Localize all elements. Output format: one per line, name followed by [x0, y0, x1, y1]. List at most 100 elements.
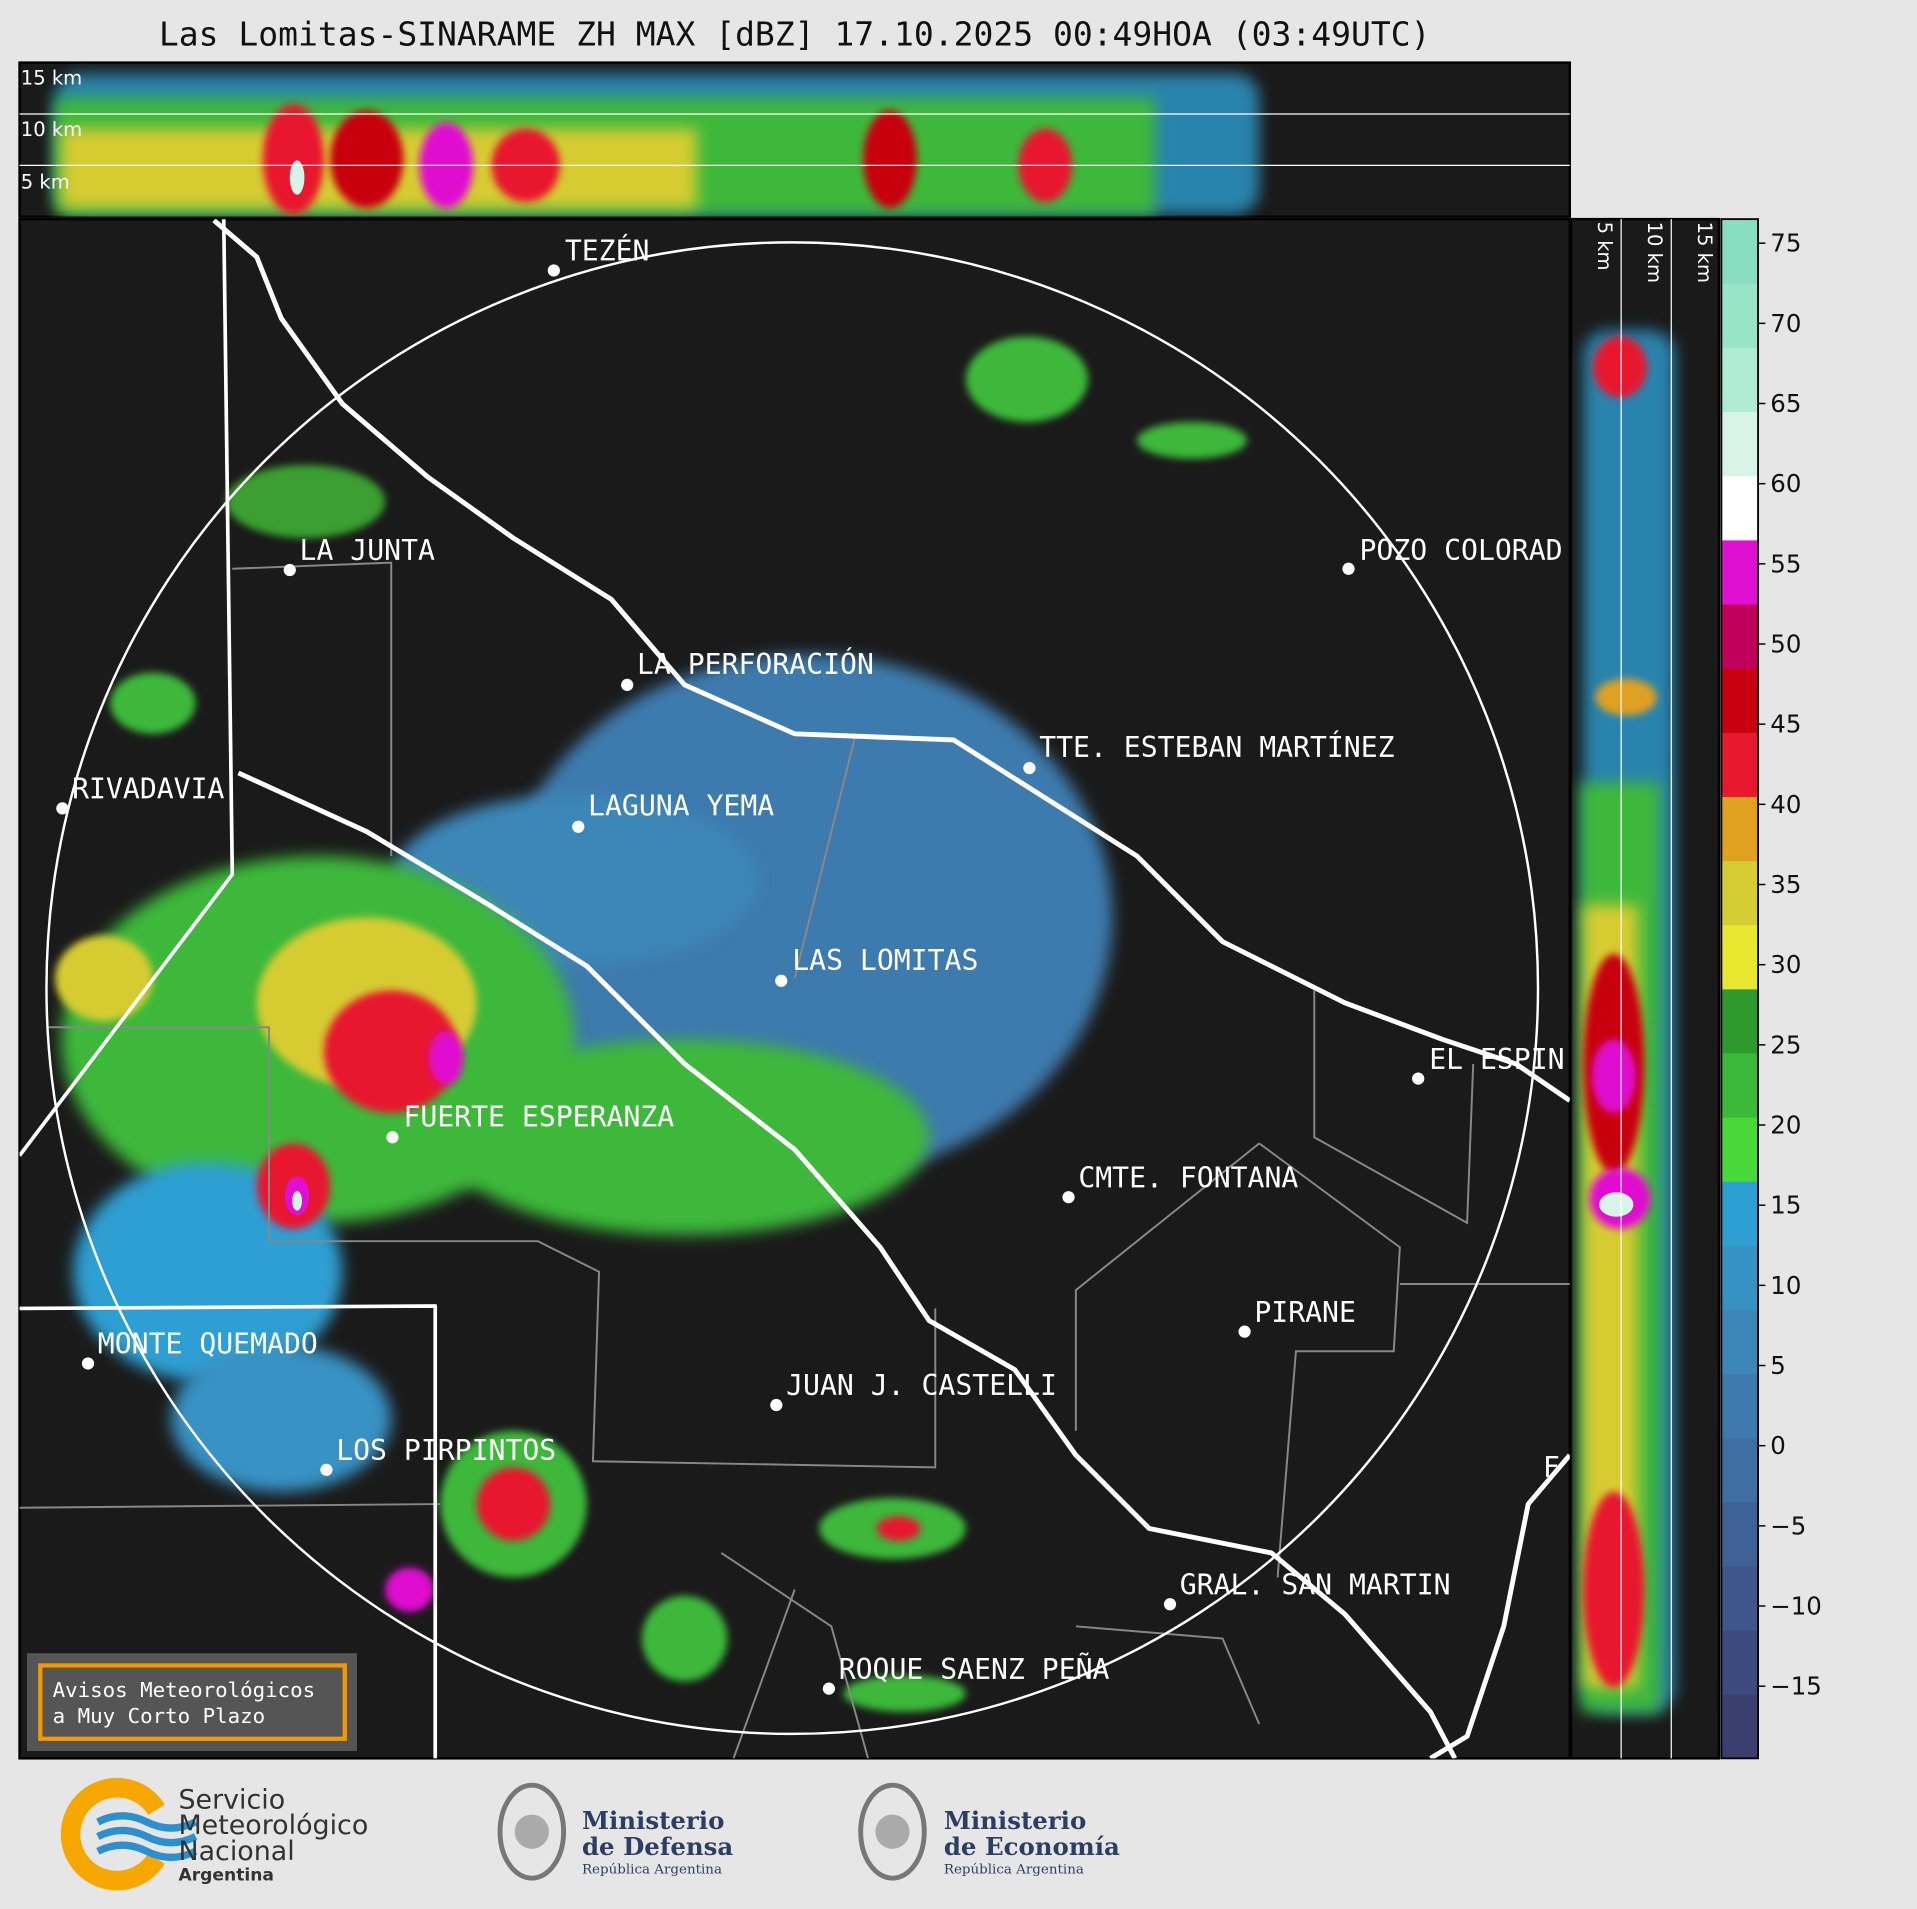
colorbar: −15 −10 −5 0 5 10 15 20 25 30 35 40 45 50 55 60 65 70 75: [1720, 218, 1822, 1760]
river: [237, 770, 1458, 1759]
echo: [843, 1675, 966, 1712]
logo-text: Servicio: [178, 1784, 285, 1815]
colorbar-band: [1721, 1437, 1759, 1503]
boundary: [793, 733, 857, 979]
crest: [875, 1814, 910, 1849]
crest: [858, 1782, 927, 1881]
borders: [19, 219, 1570, 1759]
colorbar-tick-label: 10: [1770, 1271, 1801, 1300]
colorbar-band: [1721, 1501, 1759, 1567]
logo-text: República Argentina: [944, 1862, 1084, 1877]
colorbar-band: [1721, 1245, 1759, 1311]
notice-box: [26, 1653, 357, 1752]
place-labels: TEZÉN LA JUNTA POZO COLORAD LA PERFORACIÓN T…: [56, 234, 1565, 1695]
title: Las Lomitas-SINARAME ZH MAX [dBZ] 17.10.…: [159, 15, 1431, 54]
logo-text: Argentina: [178, 1866, 273, 1886]
colorbar-band: [1721, 411, 1759, 477]
logo-text: Ministerio: [582, 1806, 724, 1835]
place-label: LA PERFORACIÓN: [637, 647, 874, 681]
logo-text: República Argentina: [582, 1862, 722, 1877]
echo: [1591, 1039, 1636, 1113]
colorbar-band: [1721, 1565, 1759, 1631]
place-marker: [572, 820, 585, 833]
colorbar-tick-label: 40: [1770, 790, 1801, 819]
colorbar-band: [1721, 732, 1759, 797]
logo-text: de Economía: [944, 1832, 1120, 1861]
department-lines: [19, 561, 1570, 1759]
crest: [514, 1814, 549, 1849]
place-marker: [1062, 1191, 1075, 1204]
place-marker: [621, 678, 634, 692]
place-marker: [770, 1398, 783, 1412]
colorbar-band: [1721, 347, 1759, 413]
place-label: GRAL. SAN MARTIN: [1180, 1569, 1451, 1602]
top-echoes: [55, 73, 1260, 215]
logo-text: Nacional: [178, 1836, 294, 1867]
colorbar-band: [1721, 988, 1759, 1054]
place-label: TEZÉN: [565, 234, 650, 268]
colorbar-band: [1721, 1309, 1759, 1375]
colorbar-tick-label: 75: [1770, 229, 1801, 258]
echo: [1595, 678, 1657, 716]
colorbar-band: [1721, 668, 1759, 733]
colorbar-band: [1721, 796, 1759, 862]
colorbar-frame: [1720, 218, 1759, 1760]
place-label: POZO COLORAD: [1360, 534, 1563, 567]
echo: [1583, 1491, 1645, 1688]
boundary: [1313, 990, 1475, 1225]
colorbar-tick-label: 15: [1770, 1191, 1801, 1220]
colorbar-band: [1721, 539, 1759, 605]
notice-text: a Muy Corto Plazo: [53, 1704, 266, 1728]
colorbar-tick-label: 0: [1770, 1431, 1786, 1460]
colorbar-band: [1721, 924, 1759, 990]
range-ring: [45, 241, 1540, 1736]
logo-text: de Defensa: [582, 1832, 733, 1861]
place-marker: [283, 563, 296, 577]
colorbar-band: [1721, 603, 1759, 669]
height-label: 5 km: [1593, 222, 1616, 271]
place-marker: [547, 264, 560, 277]
boundary: [1075, 1625, 1261, 1725]
place-label: TTE. ESTEBAN MARTÍNEZ: [1039, 730, 1394, 764]
logo-text: Meteorológico: [178, 1810, 368, 1841]
place-label: LOS PIRPINTOS: [336, 1434, 556, 1467]
place-label: LA JUNTA: [300, 534, 435, 567]
economia-logo: Ministerio de Economía República Argenti…: [858, 1782, 1120, 1881]
place-marker: [1238, 1325, 1251, 1338]
place-marker: [56, 802, 69, 815]
echo: [385, 1567, 435, 1612]
place-label: RIVADAVIA: [72, 773, 224, 806]
logo-mark: [60, 1777, 165, 1891]
colorbar-tick-label: 5: [1770, 1351, 1786, 1380]
colorbar-band: [1721, 860, 1759, 926]
place-marker: [386, 1131, 399, 1144]
province-border: [19, 1304, 438, 1759]
logo-waves: [96, 1812, 198, 1862]
place-marker: [320, 1463, 333, 1476]
height-label: 10 km: [1643, 222, 1666, 283]
logo-text: Ministerio: [944, 1806, 1086, 1835]
place-label: JUAN J. CASTELLI: [786, 1369, 1057, 1402]
place-label: LAGUNA YEMA: [588, 790, 774, 823]
echo: [55, 935, 153, 1022]
colorbar-tick-label: 70: [1770, 309, 1801, 338]
colorbar-tick-label: 65: [1770, 389, 1801, 418]
place-label: CMTE. FONTANA: [1078, 1161, 1298, 1194]
boundary: [19, 1503, 441, 1509]
boundary: [732, 1589, 796, 1759]
radar-echoes: [55, 336, 1248, 1712]
place-label: PIRANE: [1254, 1296, 1356, 1329]
colorbar-tick-label: 35: [1770, 870, 1801, 899]
echo: [292, 1191, 302, 1211]
smn-logo: Servicio Meteorológico Nacional Argentin…: [60, 1777, 368, 1891]
colorbar-band: [1721, 1630, 1759, 1695]
river: [1429, 1453, 1570, 1759]
defensa-logo: Ministerio de Defensa República Argentin…: [497, 1782, 733, 1881]
echo: [1593, 336, 1647, 398]
boundary: [720, 1552, 869, 1759]
side-echoes: [1580, 330, 1675, 1712]
colorbar-tick-label: 55: [1770, 549, 1801, 578]
